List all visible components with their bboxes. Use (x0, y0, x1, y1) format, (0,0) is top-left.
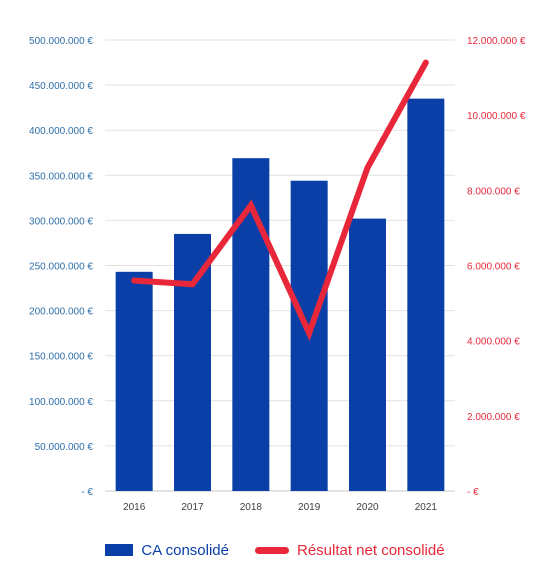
left-tick-label: 250.000.000 € (29, 262, 93, 273)
right-axis-ticks: - € 2.000.000 € 4.000.000 € 6.000.000 € 8.00… (467, 36, 526, 498)
x-tick-label: 2018 (240, 502, 263, 513)
left-axis-ticks: - € 50.000.000 € 100.000.000 € 150.000.000 … (29, 36, 93, 498)
bar (115, 271, 153, 491)
x-tick-label: 2016 (123, 502, 146, 513)
bar (349, 218, 386, 491)
left-tick-label: 500.000.000 € (29, 36, 93, 47)
legend: CA consolidé Résultat net consolidé (0, 536, 550, 564)
bar (232, 158, 270, 492)
x-tick-label: 2019 (298, 502, 321, 513)
right-tick-label: - € (467, 487, 479, 498)
right-tick-label: 10.000.000 € (467, 111, 526, 122)
left-tick-label: 200.000.000 € (29, 307, 93, 318)
line-series-resultat-net (131, 59, 429, 342)
series-line (131, 59, 429, 342)
right-tick-label: 2.000.000 € (467, 412, 520, 423)
left-tick-label: 50.000.000 € (35, 442, 94, 453)
left-tick-label: 400.000.000 € (29, 126, 93, 137)
x-tick-label: 2020 (356, 502, 379, 513)
bar (174, 233, 211, 491)
legend-label-resultat: Résultat net consolidé (296, 541, 445, 559)
left-tick-label: 100.000.000 € (29, 397, 93, 408)
bar (407, 98, 445, 491)
legend-label-ca: CA consolidé (141, 541, 229, 559)
legend-swatch-line (254, 546, 289, 554)
legend-item-ca: CA consolidé (105, 542, 229, 559)
right-tick-label: 6.000.000 € (467, 262, 520, 273)
right-tick-label: 8.000.000 € (467, 186, 520, 197)
left-tick-label: 150.000.000 € (29, 352, 93, 363)
right-tick-label: 4.000.000 € (467, 337, 520, 348)
x-axis-ticks: 2016 2017 2018 2019 2020 2021 (123, 502, 437, 513)
left-tick-label: 350.000.000 € (29, 171, 93, 182)
legend-item-resultat: Résultat net consolidé (254, 541, 445, 559)
bar-series-ca-consolide (115, 98, 445, 492)
left-tick-label: - € (81, 487, 93, 498)
legend-swatch-bar (105, 544, 134, 556)
left-tick-label: 450.000.000 € (29, 81, 93, 92)
left-tick-label: 300.000.000 € (29, 216, 93, 227)
x-tick-label: 2021 (415, 502, 438, 513)
x-tick-label: 2017 (181, 502, 204, 513)
right-tick-label: 12.000.000 € (467, 36, 526, 47)
